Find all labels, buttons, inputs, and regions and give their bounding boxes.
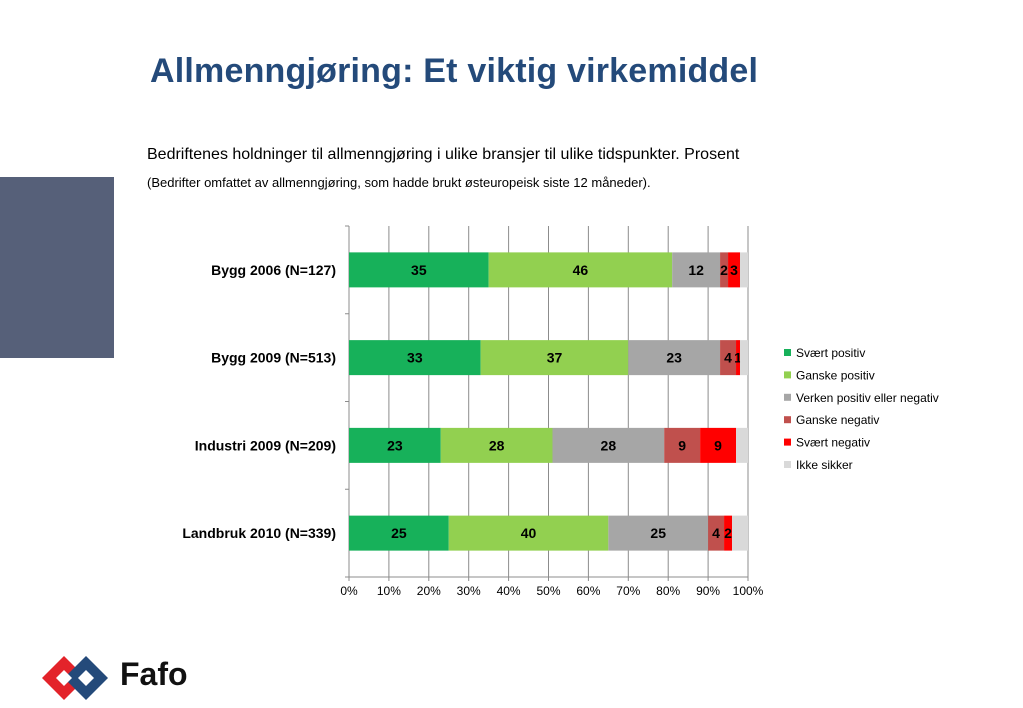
data-label: 37 xyxy=(547,350,563,366)
x-tick-label: 30% xyxy=(457,584,481,598)
bar-segment xyxy=(672,252,721,288)
bar-segment xyxy=(708,515,725,551)
data-label: 25 xyxy=(650,525,666,541)
fafo-logo-icon xyxy=(42,656,108,700)
data-label: 2 xyxy=(720,262,728,278)
bar-segment xyxy=(720,340,737,376)
category-label: Bygg 2006 (N=127) xyxy=(211,262,336,278)
data-label: 35 xyxy=(411,262,427,278)
x-tick-label: 90% xyxy=(696,584,720,598)
x-tick-label: 80% xyxy=(656,584,680,598)
bar-segment xyxy=(488,252,673,288)
category-label: Bygg 2009 (N=513) xyxy=(211,350,336,366)
category-label: Industri 2009 (N=209) xyxy=(195,437,336,453)
data-label: 9 xyxy=(714,437,722,453)
data-label: 46 xyxy=(573,262,589,278)
chart-subtitle: Bedriftenes holdninger til allmenngjørin… xyxy=(147,146,740,163)
data-label: 2 xyxy=(724,525,732,541)
fafo-logo: Fafo xyxy=(42,652,212,704)
bar-segment xyxy=(440,427,553,463)
logo-text: Fafo xyxy=(120,656,188,692)
bar-segment xyxy=(448,515,609,551)
legend-entry: Ikke sikker xyxy=(796,458,853,472)
x-tick-label: 10% xyxy=(377,584,401,598)
bar-segment xyxy=(728,252,741,288)
data-label: 23 xyxy=(666,350,682,366)
bar-segment xyxy=(552,427,665,463)
legend-entry: Svært positiv xyxy=(796,346,865,360)
bar-segment xyxy=(740,340,748,376)
bar-segment xyxy=(349,340,481,376)
bar-segment xyxy=(628,340,721,376)
x-tick-label: 50% xyxy=(536,584,560,598)
bar-segment xyxy=(664,427,701,463)
bar-segment xyxy=(349,252,489,288)
bar-segment xyxy=(736,340,741,376)
legend-swatch xyxy=(784,393,791,401)
bar-segment xyxy=(724,515,733,551)
category-label: Landbruk 2010 (N=339) xyxy=(182,525,336,541)
legend-swatch xyxy=(784,371,791,379)
legend-entry: Verken positiv eller negativ xyxy=(796,391,939,405)
bar-segment xyxy=(349,427,441,463)
bar-segment xyxy=(608,515,709,551)
legend-swatch xyxy=(784,416,791,424)
x-tick-label: 40% xyxy=(497,584,521,598)
legend-entry: Ganske negativ xyxy=(796,413,879,427)
x-tick-label: 0% xyxy=(340,584,358,598)
bar-segment xyxy=(736,427,748,463)
bar-segment xyxy=(740,252,748,288)
legend-swatch xyxy=(784,438,791,446)
data-label: 25 xyxy=(391,525,407,541)
x-tick-label: 60% xyxy=(576,584,600,598)
data-label: 4 xyxy=(712,525,720,541)
data-label: 4 xyxy=(724,350,732,366)
legend-entry: Svært negativ xyxy=(796,436,870,450)
data-label: 28 xyxy=(489,437,505,453)
data-label: 9 xyxy=(678,437,686,453)
data-label: 40 xyxy=(521,525,537,541)
bar-segment xyxy=(700,427,737,463)
bar-segment xyxy=(732,515,748,551)
data-label: 3 xyxy=(730,262,738,278)
side-accent-block xyxy=(0,177,114,358)
legend-swatch xyxy=(784,349,791,356)
data-label: 28 xyxy=(601,437,617,453)
page-title: Allmenngjøring: Et viktig virkemiddel xyxy=(150,52,759,90)
legend-swatch xyxy=(784,461,791,468)
x-tick-label: 100% xyxy=(733,584,764,598)
legend-entry: Ganske positiv xyxy=(796,368,875,382)
x-tick-label: 70% xyxy=(616,584,640,598)
data-label: 1 xyxy=(734,350,742,366)
chart-note: (Bedrifter omfattet av allmenngjøring, s… xyxy=(147,175,651,190)
bar-segment xyxy=(480,340,629,376)
bar-segment xyxy=(720,252,729,288)
data-label: 12 xyxy=(688,262,704,278)
data-label: 23 xyxy=(387,437,403,453)
data-label: 33 xyxy=(407,350,423,366)
x-tick-label: 20% xyxy=(417,584,441,598)
bar-segment xyxy=(349,515,449,551)
